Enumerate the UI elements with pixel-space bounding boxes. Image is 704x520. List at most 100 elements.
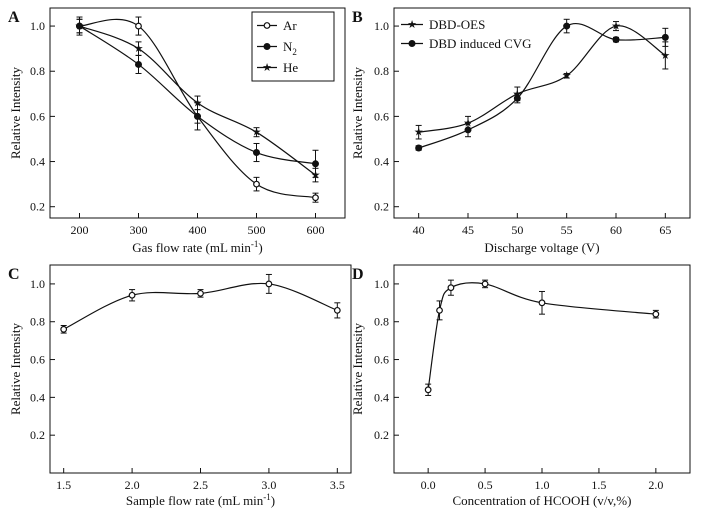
data-point — [424, 386, 432, 394]
y-axis-label: Relative Intensity — [8, 66, 23, 159]
y-tick-label: 0.6 — [30, 109, 45, 123]
x-tick-label: 0.0 — [421, 478, 436, 492]
x-tick-label: 1.0 — [535, 478, 550, 492]
x-tick-label: 1.5 — [56, 478, 71, 492]
series-dbd-induced-cvg — [415, 18, 669, 152]
data-point — [447, 284, 455, 292]
data-point: ★ — [134, 43, 144, 55]
x-tick-label: 2.0 — [648, 478, 663, 492]
x-tick-label: 55 — [561, 223, 573, 237]
x-tick-label: 200 — [71, 223, 89, 237]
x-axis-label: Concentration of HCOOH (v/v,%) — [453, 493, 632, 508]
x-axis-label: Discharge voltage (V) — [484, 240, 599, 255]
x-tick-label: 1.5 — [591, 478, 606, 492]
data-point: ★ — [311, 170, 321, 182]
data-point — [661, 33, 669, 41]
y-tick-label: 0.4 — [374, 155, 389, 169]
data-point — [563, 22, 571, 30]
y-tick-label: 0.2 — [374, 200, 389, 214]
data-point: ★ — [414, 127, 424, 139]
data-point — [312, 194, 319, 202]
legend-label: DBD induced CVG — [429, 36, 532, 51]
x-tick-label: 65 — [659, 223, 671, 237]
y-tick-label: 0.6 — [374, 109, 389, 123]
x-tick-label: 50 — [511, 223, 523, 237]
y-tick-label: 0.4 — [30, 155, 45, 169]
legend-label: N2 — [283, 39, 297, 57]
data-point: ★ — [611, 21, 621, 33]
data-point — [612, 36, 620, 44]
y-tick-label: 1.0 — [30, 19, 45, 33]
legend-marker: ★ — [407, 19, 417, 31]
legend-label: DBD-OES — [429, 17, 485, 32]
y-tick-label: 0.8 — [374, 64, 389, 78]
y-tick-label: 0.6 — [374, 353, 389, 367]
data-point — [197, 289, 204, 297]
data-point — [194, 112, 201, 120]
data-point — [253, 149, 260, 157]
x-tick-label: 45 — [462, 223, 474, 237]
data-point — [481, 280, 489, 288]
data-point — [312, 160, 319, 168]
x-tick-label: 3.5 — [330, 478, 345, 492]
y-tick-label: 0.2 — [30, 428, 45, 442]
y-tick-label: 1.0 — [30, 277, 45, 291]
plot-frame — [393, 7, 691, 219]
legend: Ar N2 ★ He — [251, 11, 335, 82]
y-tick-label: 0.4 — [374, 390, 389, 404]
y-axis-label: Relative Intensity — [350, 322, 365, 415]
y-tick-label: 0.8 — [30, 64, 45, 78]
y-tick-label: 0.6 — [30, 353, 45, 367]
panel-d: D0.0 0.5 1.0 1.5 2.00.20.40.60.81.0Concentra… — [350, 264, 691, 508]
series-line — [418, 25, 666, 133]
y-tick-label: 1.0 — [374, 19, 389, 33]
x-tick-label: 3.0 — [261, 478, 276, 492]
series-data — [60, 273, 341, 334]
legend-marker — [408, 40, 416, 47]
panel-label: D — [352, 266, 364, 283]
x-tick-label: 300 — [130, 223, 148, 237]
x-tick-label: 600 — [307, 223, 325, 237]
data-point — [128, 291, 136, 299]
y-axis-label: Relative Intensity — [350, 66, 365, 159]
y-axis-label: Relative Intensity — [8, 322, 23, 415]
y-tick-label: 0.8 — [30, 315, 45, 329]
legend-label: Ar — [283, 18, 297, 33]
data-point — [464, 126, 472, 134]
panel-a: A 200 300 400 500 600 0.2 0.4 0.6 0.8 1.0 Gas flow … — [8, 7, 346, 255]
panel-c: C 1.5 2.0 2.5 3.0 3.5 0.2 0.4 0.6 0.8 1.0 Sample fl… — [8, 264, 352, 508]
x-tick-label: 60 — [610, 223, 622, 237]
x-axis-label: Gas flow rate (mL min-1) — [132, 239, 263, 255]
panel-b: B 40 45 50 55 60 65 0.2 0.4 0.6 0.8 1.0 Discharge vo… — [350, 7, 691, 255]
data-point: ★ — [252, 127, 262, 139]
data-point: ★ — [562, 70, 572, 82]
data-point — [253, 180, 260, 188]
y-tick-label: 1.0 — [374, 277, 389, 291]
data-point — [135, 22, 142, 30]
data-point: ★ — [75, 21, 85, 33]
x-axis-label: Sample flow rate (mL min-1) — [126, 492, 275, 508]
y-tick-label: 0.4 — [30, 390, 45, 404]
data-point — [513, 94, 521, 102]
panel-label: A — [8, 9, 20, 26]
data-point — [265, 280, 273, 288]
data-point: ★ — [193, 97, 203, 109]
data-point — [538, 299, 546, 307]
panel-label: B — [352, 9, 363, 26]
data-point — [333, 306, 341, 314]
x-tick-label: 0.5 — [478, 478, 493, 492]
data-point — [436, 306, 443, 314]
panel-label: C — [8, 266, 20, 283]
legend-marker — [263, 43, 271, 50]
legend: ★ DBD-OES DBD induced CVG — [401, 17, 532, 51]
series-he: ★ ★ ★ ★ ★ — [75, 18, 321, 183]
x-tick-label: 400 — [189, 223, 207, 237]
y-tick-label: 0.8 — [374, 315, 389, 329]
x-tick-label: 500 — [248, 223, 266, 237]
data-point — [652, 310, 660, 318]
series-data — [424, 279, 660, 396]
legend-marker: ★ — [262, 62, 272, 74]
x-tick-label: 40 — [413, 223, 425, 237]
x-tick-label: 2.0 — [125, 478, 140, 492]
